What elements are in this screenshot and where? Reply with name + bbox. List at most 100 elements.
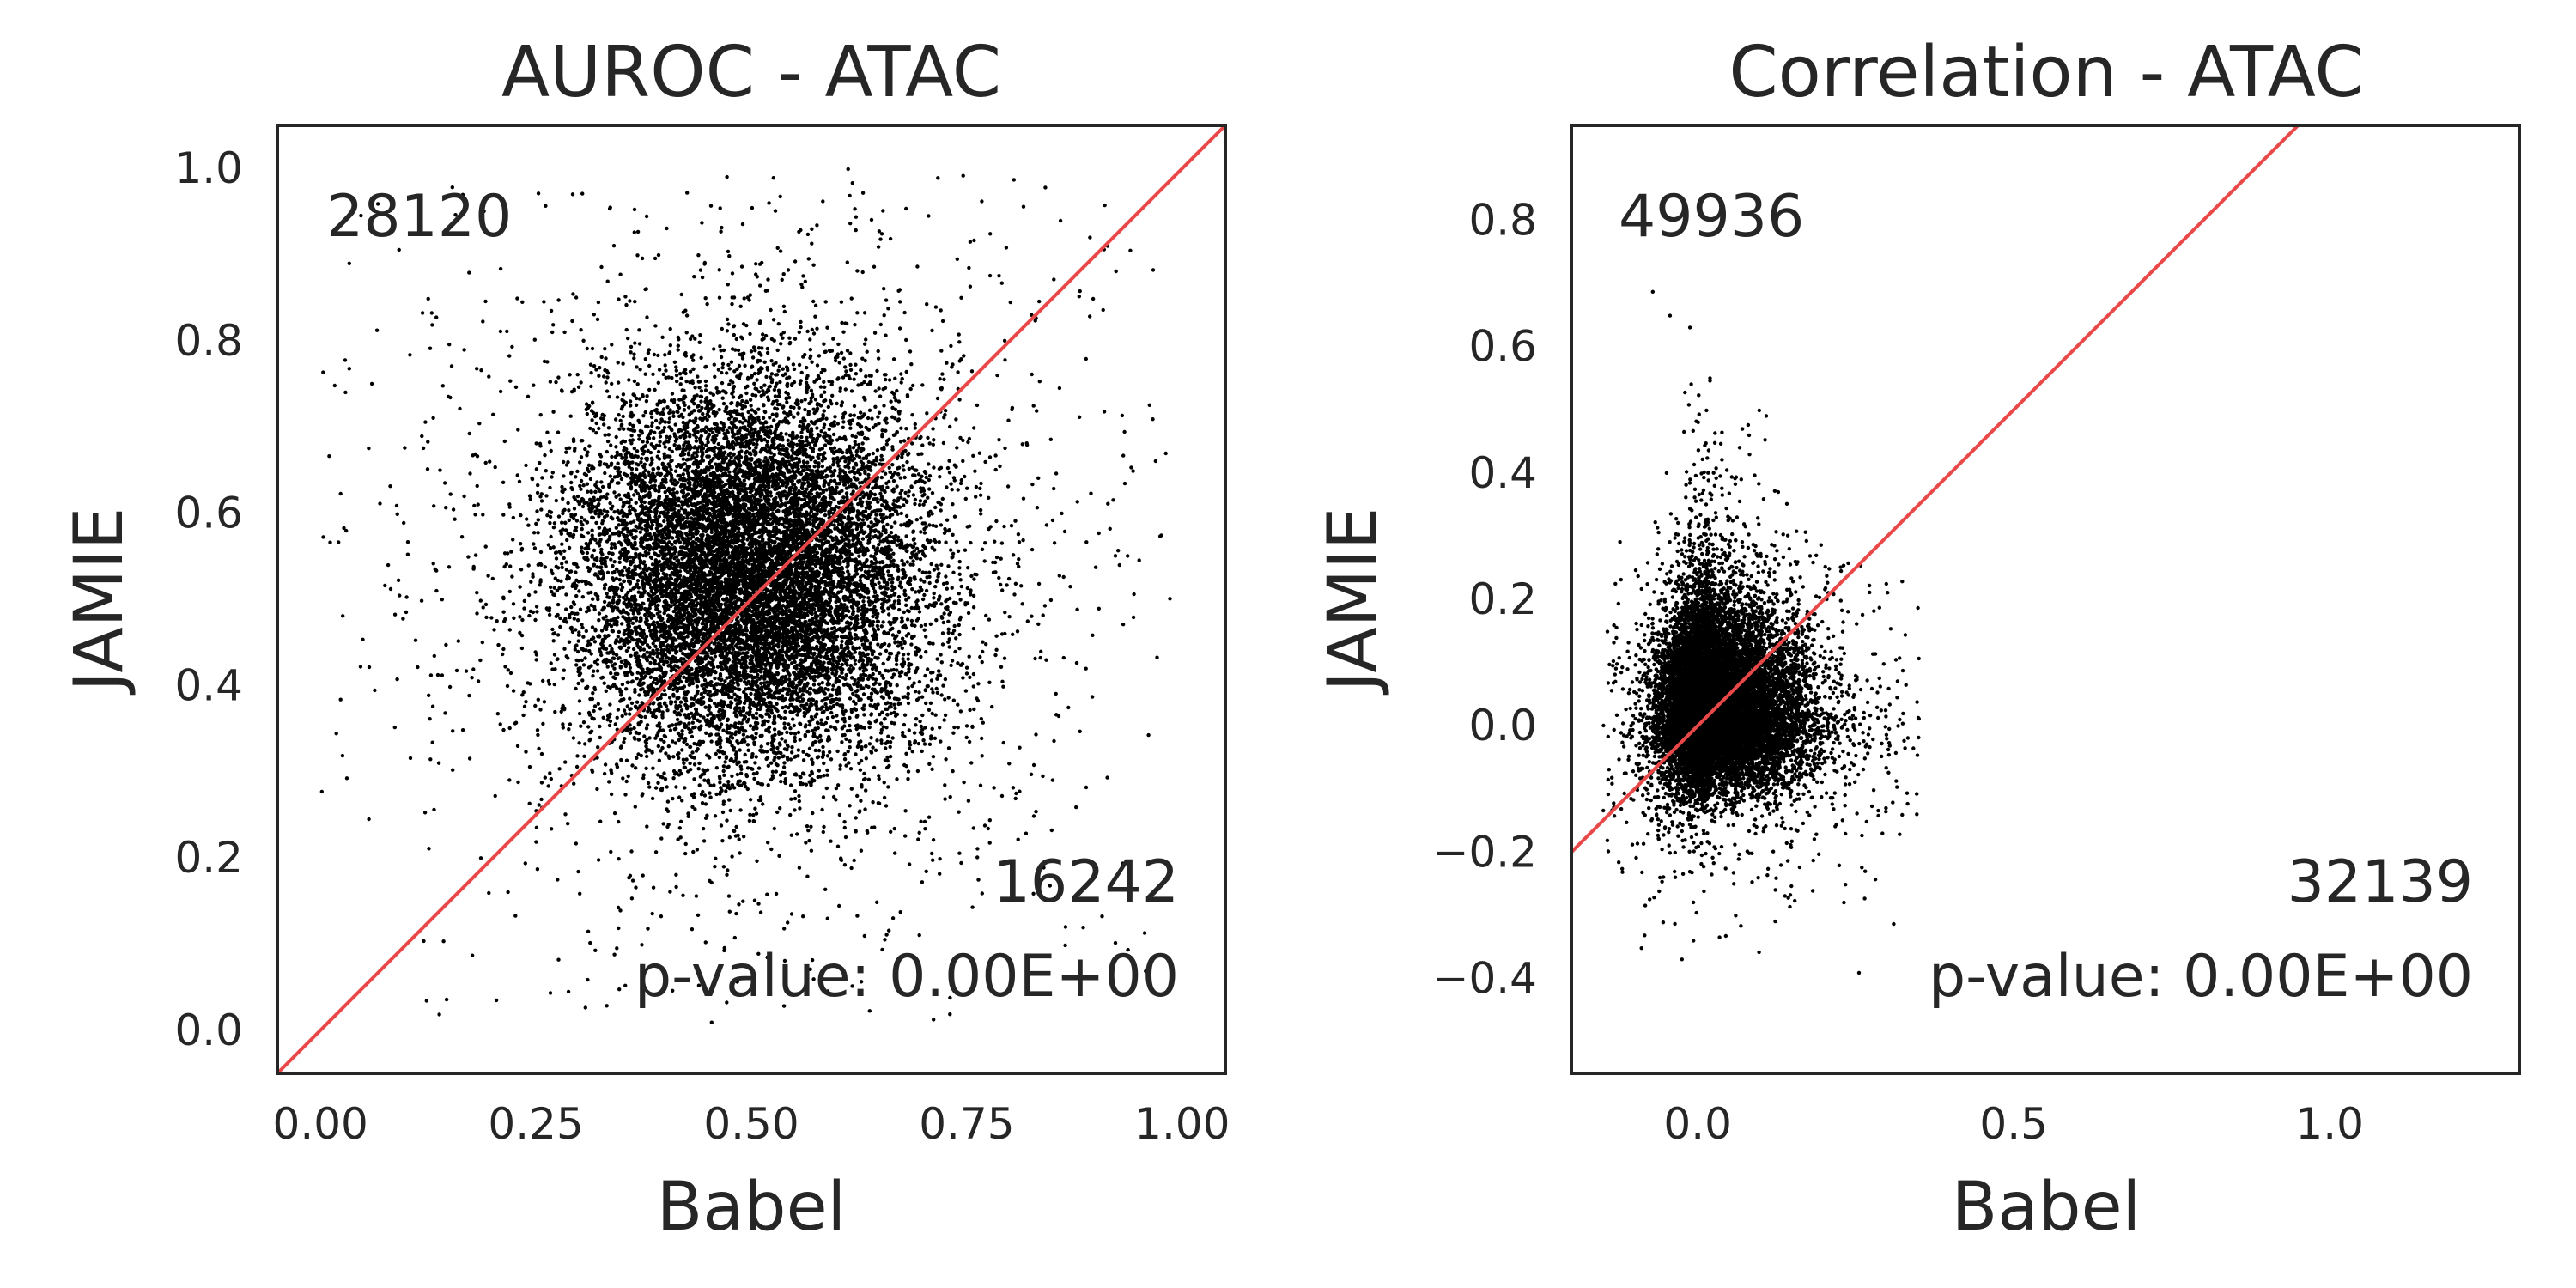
data-point	[848, 222, 853, 226]
data-point	[443, 711, 447, 715]
data-point	[930, 711, 934, 716]
data-point	[930, 851, 934, 856]
data-point	[949, 663, 953, 668]
data-point	[756, 672, 760, 677]
data-point	[939, 660, 945, 665]
data-point	[522, 606, 526, 611]
data-point	[383, 583, 387, 588]
data-point	[524, 700, 528, 704]
data-point	[865, 349, 869, 354]
data-point	[908, 349, 913, 354]
data-point	[460, 728, 465, 732]
data-point	[869, 520, 873, 525]
data-point	[536, 518, 540, 522]
data-point	[617, 926, 621, 931]
data-point	[659, 836, 664, 841]
data-point	[697, 340, 702, 344]
data-point	[616, 461, 620, 465]
data-point	[641, 873, 645, 878]
data-point	[887, 612, 891, 617]
data-point	[1003, 611, 1007, 615]
data-point	[1000, 679, 1005, 683]
data-point	[912, 731, 917, 735]
data-point	[821, 744, 825, 750]
data-point	[605, 665, 610, 669]
data-point	[489, 616, 494, 620]
data-point	[519, 542, 523, 546]
data-point	[1041, 613, 1045, 617]
data-point	[562, 556, 566, 561]
data-point	[747, 818, 752, 823]
data-point	[839, 300, 844, 304]
data-point	[675, 717, 680, 722]
data-point	[878, 394, 883, 398]
data-point	[586, 489, 590, 494]
data-point	[914, 590, 918, 594]
data-point	[674, 722, 678, 726]
data-point	[547, 682, 552, 686]
data-point	[957, 398, 962, 402]
data-point	[787, 722, 791, 726]
data-point	[922, 531, 927, 535]
data-point	[922, 742, 927, 746]
data-point	[458, 406, 462, 411]
data-point	[589, 603, 593, 607]
data-point	[590, 528, 594, 532]
data-point	[431, 562, 435, 566]
data-point	[675, 490, 679, 495]
data-point	[422, 939, 426, 944]
data-point	[1015, 629, 1020, 634]
data-point	[334, 732, 338, 736]
data-point	[534, 441, 538, 446]
data-point	[874, 459, 879, 463]
data-point	[608, 474, 612, 478]
data-point	[580, 623, 584, 627]
data-point	[674, 884, 678, 890]
data-point	[467, 756, 472, 761]
data-point	[617, 577, 622, 582]
data-point	[874, 513, 878, 517]
data-point	[620, 682, 625, 687]
data-point	[1054, 691, 1058, 696]
data-point	[879, 727, 884, 732]
data-point	[987, 617, 992, 622]
data-point	[999, 556, 1003, 561]
data-point	[643, 714, 647, 720]
data-point	[916, 741, 921, 746]
data-point	[858, 768, 863, 772]
data-point	[641, 647, 647, 652]
data-point	[1078, 289, 1082, 294]
data-point	[575, 494, 580, 499]
data-point	[1005, 583, 1009, 587]
data-point	[394, 503, 399, 508]
data-point	[589, 384, 593, 389]
data-point	[700, 275, 705, 280]
data-point	[776, 368, 781, 373]
data-point	[799, 325, 803, 330]
data-point	[896, 702, 901, 707]
data-point	[743, 363, 747, 368]
data-point	[1101, 307, 1105, 313]
data-point	[637, 437, 641, 441]
data-point	[403, 446, 407, 450]
data-point	[1018, 789, 1022, 793]
data-point	[624, 302, 629, 307]
data-point	[627, 646, 631, 650]
data-point	[491, 412, 495, 416]
data-point	[1163, 451, 1168, 456]
data-point	[1038, 655, 1042, 660]
data-point	[782, 726, 787, 731]
data-point	[548, 585, 553, 590]
data-point	[564, 592, 568, 597]
data-point	[572, 507, 577, 511]
data-point	[804, 782, 809, 787]
data-point	[959, 477, 964, 483]
data-point	[990, 704, 994, 709]
data-point	[817, 354, 822, 358]
data-point	[825, 768, 829, 773]
data-point	[867, 742, 872, 746]
data-point	[579, 487, 583, 491]
data-point	[733, 732, 738, 737]
data-point	[605, 449, 609, 454]
data-point	[1043, 185, 1048, 190]
